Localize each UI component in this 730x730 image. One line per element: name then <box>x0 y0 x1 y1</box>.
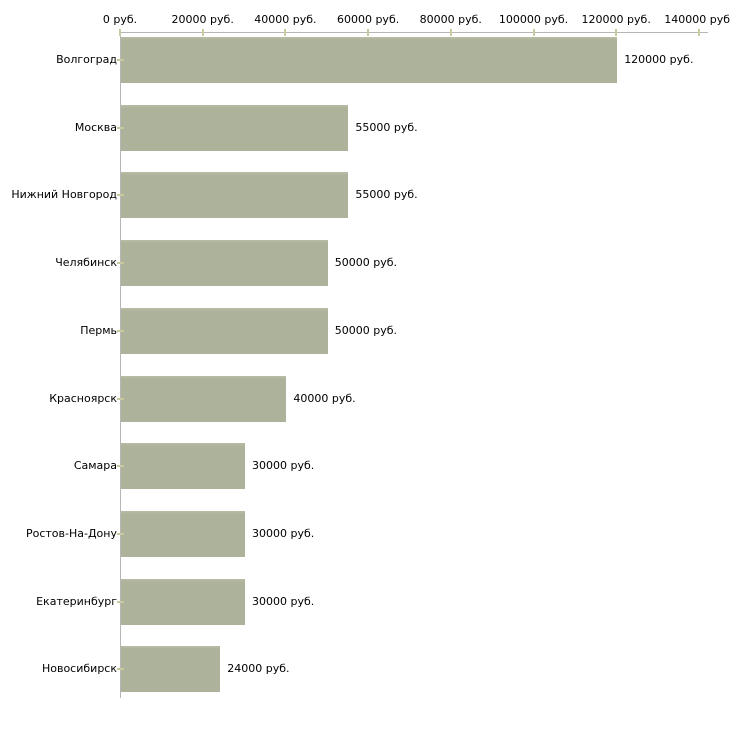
x-axis-tick-mark <box>284 29 287 36</box>
value-label: 30000 руб. <box>252 594 315 608</box>
category-label: Новосибирск <box>41 662 117 676</box>
value-label: 30000 руб. <box>252 459 315 473</box>
bar <box>121 104 349 151</box>
x-axis-tick-mark <box>532 29 535 36</box>
x-axis-tick-mark <box>697 29 700 36</box>
category-label: Нижний Новгород <box>11 188 117 202</box>
x-axis-tick-label: 40000 руб. <box>254 13 317 26</box>
value-label: 55000 руб. <box>355 188 418 202</box>
x-axis-tick-label: 100000 руб. <box>498 13 569 26</box>
bar <box>121 443 246 490</box>
y-axis-tick-mark <box>117 59 124 61</box>
y-axis-tick-mark <box>117 532 124 535</box>
x-axis-tick-label: 20000 руб. <box>171 13 234 26</box>
bar <box>121 646 221 693</box>
y-axis-tick-mark <box>117 329 124 332</box>
y-axis-tick-mark <box>117 194 124 197</box>
x-axis-tick-mark <box>449 29 452 36</box>
bar <box>121 240 328 287</box>
value-label: 55000 руб. <box>355 120 418 134</box>
x-axis-tick-mark <box>615 29 618 36</box>
value-label: 30000 руб. <box>252 526 315 540</box>
y-axis-tick-mark <box>117 668 124 671</box>
y-axis-tick-mark <box>117 126 124 129</box>
category-label: Красноярск <box>49 391 117 405</box>
x-axis-line <box>120 32 708 33</box>
value-label: 40000 руб. <box>293 391 356 405</box>
category-label: Волгоград <box>56 53 117 66</box>
x-axis-tick-label: 140000 руб. <box>664 13 730 26</box>
category-label: Пермь <box>80 323 117 337</box>
bar <box>121 37 618 83</box>
y-axis-line <box>120 32 121 698</box>
category-label: Ростов-На-Дону <box>25 526 117 540</box>
category-label: Екатеринбург <box>36 594 117 608</box>
category-label: Москва <box>74 120 117 134</box>
value-label: 50000 руб. <box>334 256 398 270</box>
x-axis-tick-mark <box>119 29 121 36</box>
y-axis-tick-mark <box>117 262 124 265</box>
value-label: 24000 руб. <box>227 662 290 676</box>
bar <box>121 172 349 219</box>
bar <box>121 375 287 422</box>
x-axis-tick-mark <box>201 29 204 36</box>
bar <box>121 510 246 557</box>
x-axis-tick-label: 60000 руб. <box>336 13 400 26</box>
x-axis-tick-label: 120000 руб. <box>581 13 651 26</box>
bar <box>121 578 246 625</box>
value-label: 50000 руб. <box>334 323 398 337</box>
x-axis-tick-label: 80000 руб. <box>419 13 482 26</box>
y-axis-tick-mark <box>117 397 124 400</box>
y-axis-tick-mark <box>117 465 124 468</box>
y-axis-tick-mark <box>117 600 124 603</box>
category-label: Челябинск <box>55 256 117 270</box>
x-axis-tick-mark <box>367 29 370 36</box>
x-axis-tick-label: 0 руб. <box>102 13 138 26</box>
value-label: 120000 руб. <box>624 53 694 66</box>
bar <box>121 307 328 354</box>
category-label: Самара <box>73 459 117 473</box>
